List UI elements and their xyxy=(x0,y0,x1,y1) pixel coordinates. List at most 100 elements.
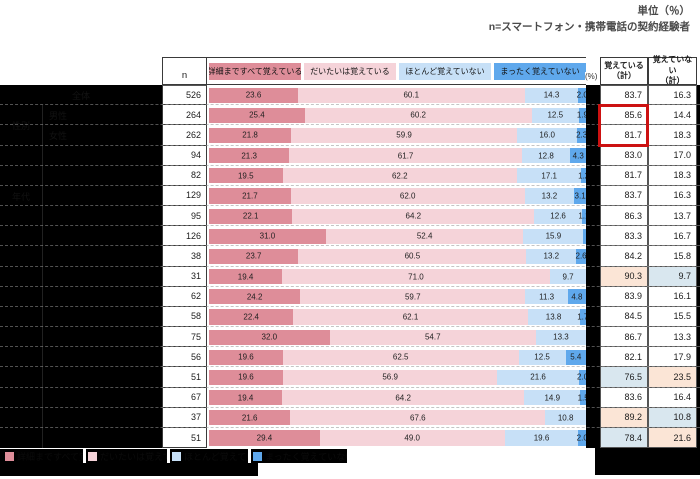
not-remember-total-value: 16.7 xyxy=(648,226,697,247)
bar-segment-2: 60.2 xyxy=(304,107,532,123)
n-value: 56 xyxy=(162,347,207,368)
row-label xyxy=(42,266,162,287)
black-gap xyxy=(586,185,600,207)
group-label-gender: 性別 xyxy=(11,121,30,131)
not-remember-total-header: 覚えていない （計） xyxy=(648,55,697,85)
footer-legend-label: ほとんど覚えていない xyxy=(184,451,248,462)
bar-zone: 19.4 64.2 14.9 1.5 xyxy=(207,387,586,408)
stacked-bar: 19.4 71.0 9.7 xyxy=(209,269,586,285)
bar-value-label: 16.0 xyxy=(539,130,555,140)
bar-segment-3: 12.6 xyxy=(534,208,582,224)
stacked-bar: 23.7 60.5 13.2 2.6 xyxy=(209,248,586,265)
row-label xyxy=(42,246,162,267)
not-remember-total-value: 16.3 xyxy=(648,85,697,106)
remember-total-value: 83.7 xyxy=(600,85,648,106)
stacked-bar: 21.7 62.0 13.2 3.1 xyxy=(209,188,586,204)
row-group-cell xyxy=(0,185,42,207)
bar-zone: 21.7 62.0 13.2 3.1 xyxy=(207,185,586,207)
bar-segment-3: 12.5 xyxy=(518,349,566,365)
remember-total-value: 84.5 xyxy=(600,306,648,328)
table-row: 75 32.0 54.7 13.3 86.7 13.3 xyxy=(0,326,700,348)
bar-value-label: 1.9 xyxy=(576,110,586,120)
not-remember-total-value: 14.4 xyxy=(648,105,697,126)
n-column-header: n xyxy=(162,57,207,85)
group-label-age: 年代 xyxy=(11,192,30,202)
bar-segment-2: 56.9 xyxy=(282,369,498,386)
table-row: 38 23.7 60.5 13.2 2.6 84.2 15.8 xyxy=(0,245,700,267)
bar-segment-1: 21.8 xyxy=(209,127,292,144)
bar-value-label: 67.6 xyxy=(410,413,426,423)
bar-value-label: 4.8 xyxy=(571,292,583,302)
row-label xyxy=(42,306,162,328)
black-gap xyxy=(586,125,600,146)
bar-zone: 32.0 54.7 13.3 xyxy=(207,327,586,348)
bar-value-label: 56.9 xyxy=(382,372,398,382)
black-edge xyxy=(697,427,700,449)
bar-segment-3: 13.8 xyxy=(527,309,580,325)
bar-segment-1: 19.4 xyxy=(209,390,283,406)
n-value: 67 xyxy=(162,387,207,408)
bar-zone: 21.6 67.6 10.8 xyxy=(207,407,586,428)
row-group-cell xyxy=(0,327,42,348)
bar-segment-2: 49.0 xyxy=(319,430,505,446)
bar-value-label: 59.7 xyxy=(404,292,421,302)
bar-value-label: 17.1 xyxy=(541,171,557,181)
bar-value-label: 62.2 xyxy=(391,171,408,181)
bar-segment-4: 1.1 xyxy=(578,208,586,224)
legend-item-2: だいたいは覚えている xyxy=(304,62,396,80)
legend-swatch-icon xyxy=(172,451,181,461)
black-gap xyxy=(586,387,600,408)
not-remember-total-value: 15.5 xyxy=(648,306,697,328)
bar-segment-3: 10.8 xyxy=(545,410,586,426)
rows: 全体 526 23.6 60.1 14.3 2.0 83.7 16.3 男性 264 25.4 60.… xyxy=(0,85,700,449)
remember-total-value: 81.7 xyxy=(600,165,648,186)
bar-value-label: 60.1 xyxy=(403,90,420,100)
black-edge xyxy=(697,165,700,186)
bar-value-label: 19.4 xyxy=(237,393,254,403)
bar-segment-1: 25.4 xyxy=(209,107,305,123)
table-row: 129 21.7 62.0 13.2 3.1 83.7 16.3 xyxy=(0,184,700,207)
row-group-cell xyxy=(0,286,42,307)
bar-zone: 22.1 64.2 12.6 1.1 xyxy=(207,206,586,227)
stacked-bar: 23.6 60.1 14.3 2.0 xyxy=(209,87,586,103)
not-remember-total-value: 17.0 xyxy=(648,145,697,166)
black-edge xyxy=(697,407,700,428)
table-row: 67 19.4 64.2 14.9 1.5 83.616.4 xyxy=(0,386,700,408)
remember-total-value: 90.3 xyxy=(600,266,648,287)
remember-total-header: 覚えている （計） xyxy=(600,57,648,85)
bar-segment-1: 19.5 xyxy=(209,168,283,184)
bar-value-label: 12.5 xyxy=(534,352,550,362)
n-value: 95 xyxy=(162,206,207,227)
sample-note: n=スマートフォン・携帯電話の契約経験者 xyxy=(488,20,690,33)
bar-segment-3: 11.3 xyxy=(525,289,568,305)
bar-value-label: 21.3 xyxy=(241,151,257,161)
row-group-cell xyxy=(0,246,42,267)
n-value: 75 xyxy=(162,327,207,348)
row-group-cell xyxy=(0,266,42,287)
black-gap xyxy=(586,105,600,126)
row-group-cell xyxy=(0,347,42,368)
bar-segment-4: 2.3 xyxy=(576,127,586,144)
not-remember-total-value: 17.9 xyxy=(648,347,697,368)
table-row: 82 19.5 62.2 17.1 1.2 81.718.3 xyxy=(0,164,700,186)
bar-segment-3: 13.2 xyxy=(524,188,575,204)
black-edge xyxy=(697,105,700,126)
bar-value-label: 21.7 xyxy=(242,191,258,201)
remember-total-value: 82.1 xyxy=(600,347,648,368)
bar-value-label: 23.6 xyxy=(245,90,262,100)
table-row: 62 24.2 59.7 11.3 4.8 83.9 16.1 xyxy=(0,285,700,307)
bar-value-label: 3.1 xyxy=(574,191,586,201)
black-gap xyxy=(586,226,600,247)
row-group-cell xyxy=(0,427,42,449)
row-label xyxy=(42,185,162,207)
not-remember-total-header-line1: 覚えていない xyxy=(652,55,693,75)
bar-segment-3: 14.3 xyxy=(524,87,579,103)
bar-segment-2: 71.0 xyxy=(282,269,550,285)
table-row: 男性 264 25.4 60.2 12.5 1.9 85.6 14.4 xyxy=(0,104,700,126)
bar-value-label: 49.0 xyxy=(404,433,420,443)
bar-value-label: 12.6 xyxy=(550,211,566,221)
bar-value-label: 2.3 xyxy=(576,130,586,140)
bar-value-label: 14.3 xyxy=(543,90,560,100)
black-edge xyxy=(697,125,700,146)
bar-segment-3: 16.0 xyxy=(516,127,578,144)
